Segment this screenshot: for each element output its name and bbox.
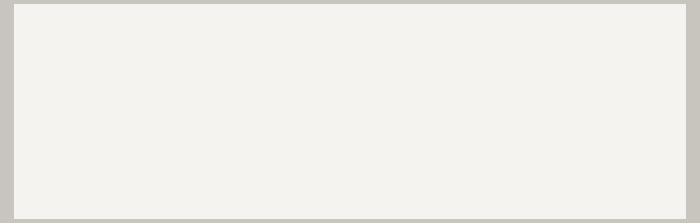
Text: 5.  Find the measure of angle RST (42): 5. Find the measure of angle RST (42) — [71, 7, 407, 25]
Text: (5x − 4)°: (5x − 4)° — [199, 40, 266, 55]
Text: T: T — [503, 156, 512, 171]
Text: x≡13.2: x≡13.2 — [490, 80, 566, 99]
Text: R: R — [402, 41, 413, 56]
Text: Q: Q — [41, 131, 53, 146]
Text: (8x + 4)°: (8x + 4)° — [336, 97, 403, 112]
Text: S: S — [310, 158, 320, 173]
